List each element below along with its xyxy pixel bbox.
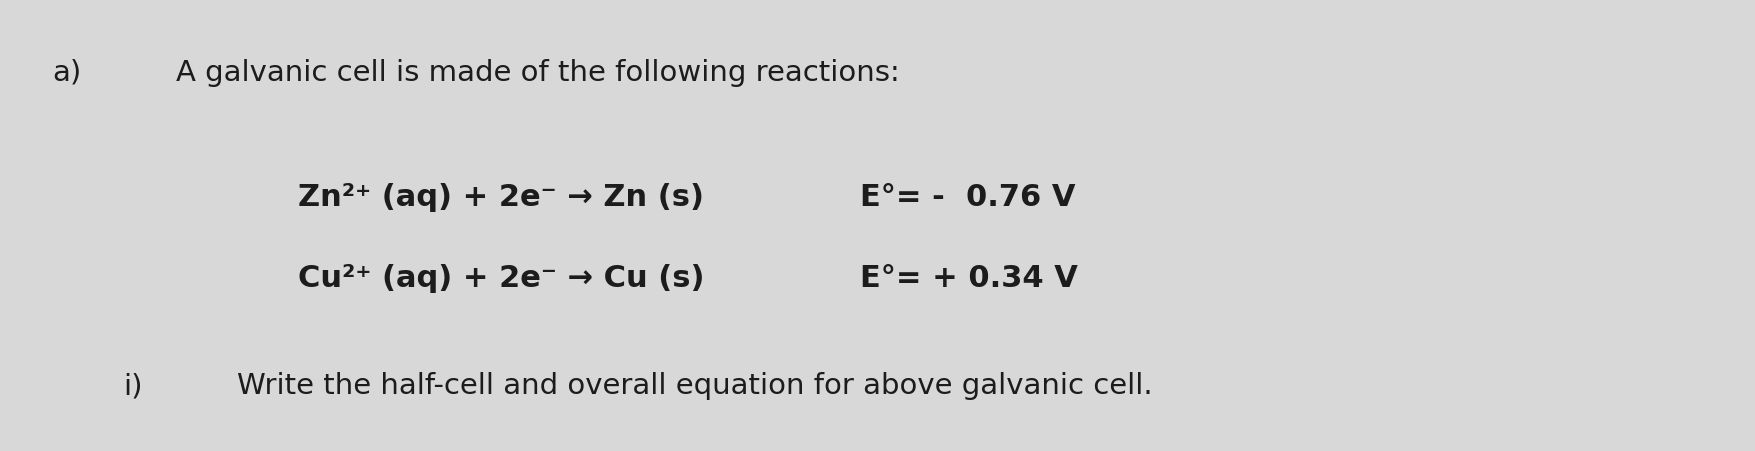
Text: Cu²⁺ (aq) + 2e⁻ → Cu (s): Cu²⁺ (aq) + 2e⁻ → Cu (s) [298,264,706,293]
Text: Write the half-cell and overall equation for above galvanic cell.: Write the half-cell and overall equation… [237,372,1153,400]
Text: Zn²⁺ (aq) + 2e⁻ → Zn (s): Zn²⁺ (aq) + 2e⁻ → Zn (s) [298,183,704,212]
Text: i): i) [123,372,142,400]
Text: a): a) [53,59,82,87]
Text: E°= + 0.34 V: E°= + 0.34 V [860,264,1078,293]
Text: A galvanic cell is made of the following reactions:: A galvanic cell is made of the following… [176,59,899,87]
Text: E°= -  0.76 V: E°= - 0.76 V [860,183,1076,212]
